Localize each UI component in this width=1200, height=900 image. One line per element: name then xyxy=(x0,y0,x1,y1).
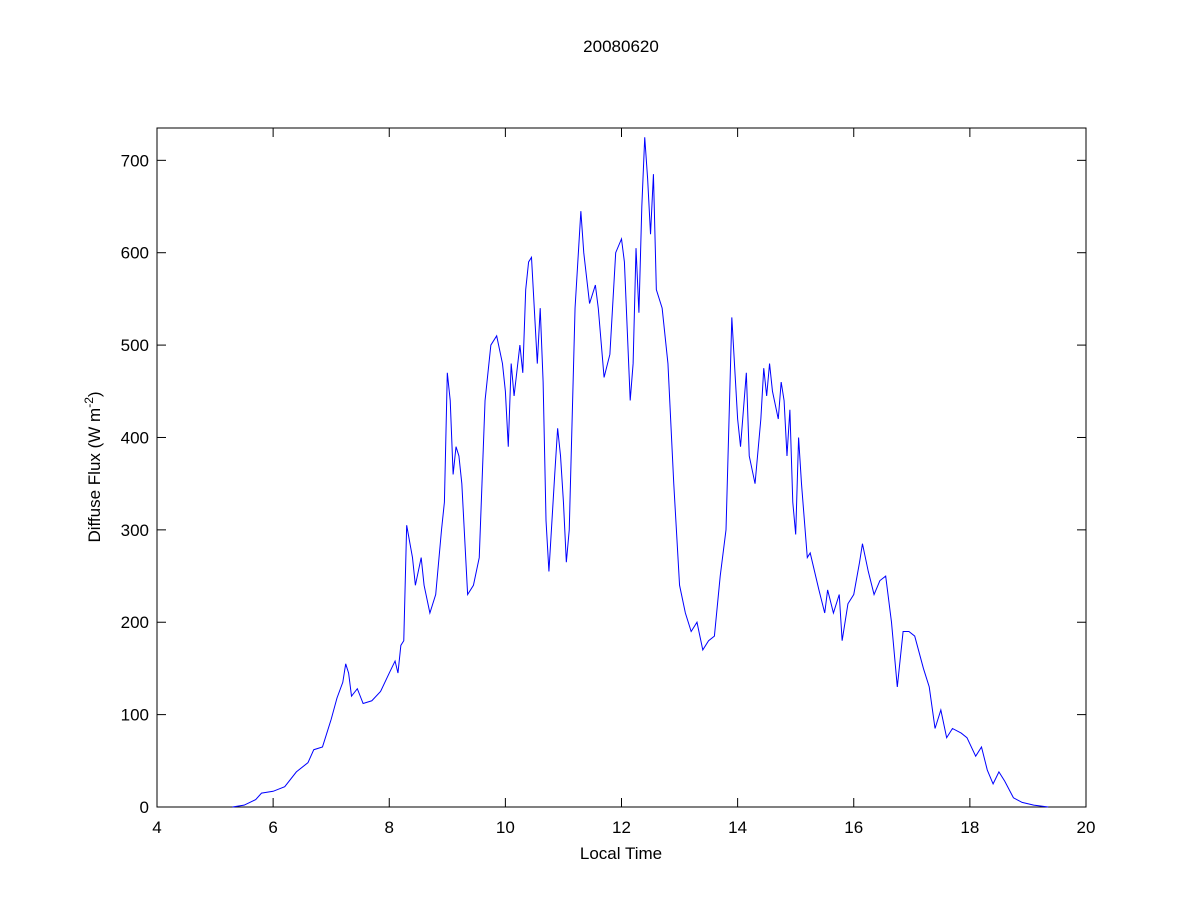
y-label-after: ) xyxy=(85,391,104,397)
y-tick-label: 500 xyxy=(121,336,149,355)
x-tick-label: 8 xyxy=(385,818,394,837)
chart-title: 20080620 xyxy=(583,37,659,56)
x-tick-label: 18 xyxy=(960,818,979,837)
y-tick-label: 200 xyxy=(121,613,149,632)
y-tick-label: 300 xyxy=(121,521,149,540)
x-tick-label: 6 xyxy=(268,818,277,837)
x-tick-label: 14 xyxy=(728,818,747,837)
x-tick-label: 12 xyxy=(612,818,631,837)
y-axis-label: Diffuse Flux (W m-2) xyxy=(82,391,104,542)
y-tick-label: 400 xyxy=(121,428,149,447)
x-tick-label: 10 xyxy=(496,818,515,837)
x-tick-label: 16 xyxy=(844,818,863,837)
y-tick-label: 100 xyxy=(121,706,149,725)
x-tick-label: 20 xyxy=(1077,818,1096,837)
y-tick-label: 0 xyxy=(140,798,149,817)
y-tick-label: 700 xyxy=(121,151,149,170)
y-label-text: Diffuse Flux (W m xyxy=(85,408,104,543)
x-axis-label: Local Time xyxy=(580,844,662,863)
data-line xyxy=(232,137,1049,808)
x-tick-label: 4 xyxy=(152,818,161,837)
y-label-sup: -2 xyxy=(82,397,96,408)
y-tick-label: 600 xyxy=(121,244,149,263)
